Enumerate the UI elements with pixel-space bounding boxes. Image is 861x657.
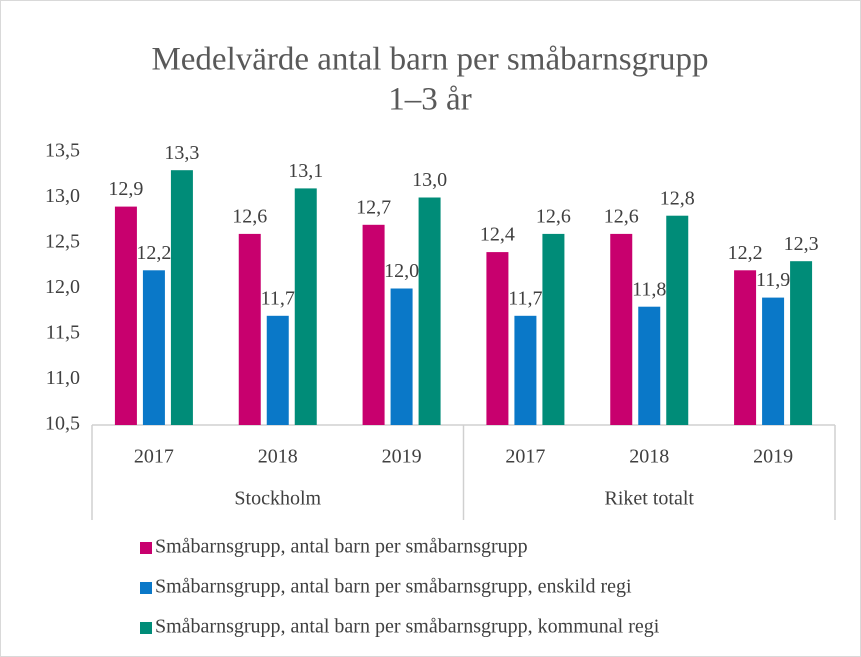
- bar: [294, 188, 317, 425]
- data-label: 12,6: [232, 205, 267, 227]
- bar: [486, 252, 509, 425]
- bar: [114, 206, 137, 425]
- data-label: 12,4: [480, 224, 515, 246]
- y-tick-label: 12,5: [45, 231, 80, 253]
- x-tick-label: 2019: [382, 446, 422, 468]
- legend-swatch: [140, 582, 152, 594]
- data-label: 13,1: [288, 160, 323, 182]
- chart-title: Medelvärde antal barn per småbarnsgrupp: [151, 42, 708, 78]
- y-tick-label: 12,0: [45, 276, 80, 298]
- data-label: 11,9: [756, 269, 790, 291]
- bar: [362, 224, 385, 425]
- group-label: Stockholm: [234, 488, 321, 510]
- legend-label: Småbarnsgrupp, antal barn per småbarnsgr…: [155, 576, 632, 598]
- y-tick-label: 13,5: [45, 140, 80, 162]
- x-tick-label: 2017: [134, 446, 174, 468]
- bar: [666, 215, 689, 425]
- x-tick-label: 2017: [505, 446, 545, 468]
- bar: [734, 270, 757, 425]
- y-tick-label: 11,0: [46, 367, 80, 389]
- data-label: 12,8: [660, 187, 695, 209]
- x-tick-label: 2019: [753, 446, 793, 468]
- bar: [638, 306, 661, 425]
- legend-swatch: [140, 622, 152, 634]
- data-label: 12,9: [108, 178, 143, 200]
- group-label: Riket totalt: [605, 488, 695, 510]
- legend-swatch: [140, 542, 152, 554]
- x-tick-label: 2018: [629, 446, 669, 468]
- bar: [142, 270, 165, 425]
- data-label: 11,8: [632, 278, 666, 300]
- y-tick-label: 11,5: [46, 322, 80, 344]
- bar: [610, 233, 633, 425]
- bar: [418, 197, 441, 425]
- bar: [390, 288, 413, 425]
- bar: [762, 297, 785, 425]
- data-label: 12,6: [536, 205, 571, 227]
- bar: [514, 315, 537, 425]
- data-label: 12,6: [604, 205, 639, 227]
- data-label: 13,3: [164, 142, 199, 164]
- chart-title: 1–3 år: [388, 82, 471, 118]
- data-label: 12,2: [136, 242, 171, 264]
- data-label: 11,7: [261, 287, 295, 309]
- legend-label: Småbarnsgrupp, antal barn per småbarnsgr…: [155, 536, 528, 558]
- y-tick-label: 13,0: [45, 185, 80, 207]
- data-label: 13,0: [412, 169, 447, 191]
- y-tick-label: 10,5: [45, 413, 80, 435]
- bar: [238, 233, 261, 425]
- data-label: 12,3: [784, 233, 819, 255]
- bar: [542, 233, 565, 425]
- data-label: 12,2: [728, 242, 763, 264]
- data-label: 12,0: [384, 260, 419, 282]
- data-label: 12,7: [356, 196, 391, 218]
- bar: [170, 170, 193, 425]
- bar: [790, 261, 813, 425]
- data-label: 11,7: [508, 287, 542, 309]
- x-tick-label: 2018: [258, 446, 298, 468]
- bar: [266, 315, 289, 425]
- legend-label: Småbarnsgrupp, antal barn per småbarnsgr…: [155, 616, 660, 638]
